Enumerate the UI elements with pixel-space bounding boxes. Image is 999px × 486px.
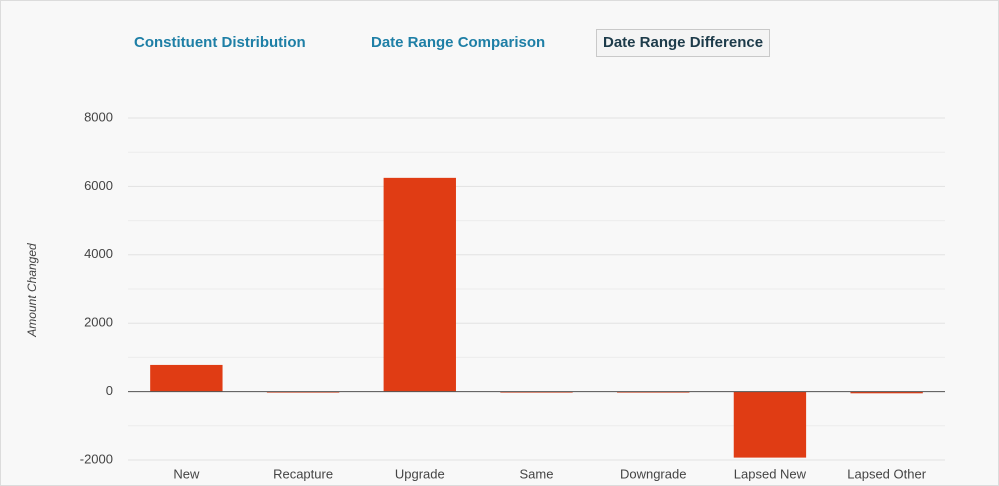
y-tick-label: 8000 (84, 109, 113, 124)
x-tick-label: New (173, 466, 200, 481)
bar (733, 391, 807, 458)
x-tick-label: Upgrade (395, 466, 445, 481)
tab[interactable]: Constituent Distribution (134, 34, 306, 51)
bar (850, 391, 923, 394)
y-tick-label: 4000 (84, 246, 113, 261)
y-tick-label: 2000 (84, 315, 113, 330)
bar (150, 364, 223, 392)
bar (383, 177, 456, 392)
x-tick-label: Lapsed New (734, 466, 807, 481)
y-tick-label: 0 (106, 383, 113, 398)
y-tick-label: 6000 (84, 178, 113, 193)
tab[interactable]: Date Range Comparison (371, 34, 546, 51)
y-axis-label: Amount Changed (25, 243, 39, 338)
x-tick-label: Downgrade (620, 466, 687, 481)
x-tick-label: Recapture (273, 466, 333, 481)
y-tick-label: -2000 (80, 451, 113, 466)
tab-active[interactable]: Date Range Difference (596, 29, 771, 57)
x-tick-label: Same (520, 466, 554, 481)
x-tick-label: Lapsed Other (847, 466, 926, 481)
